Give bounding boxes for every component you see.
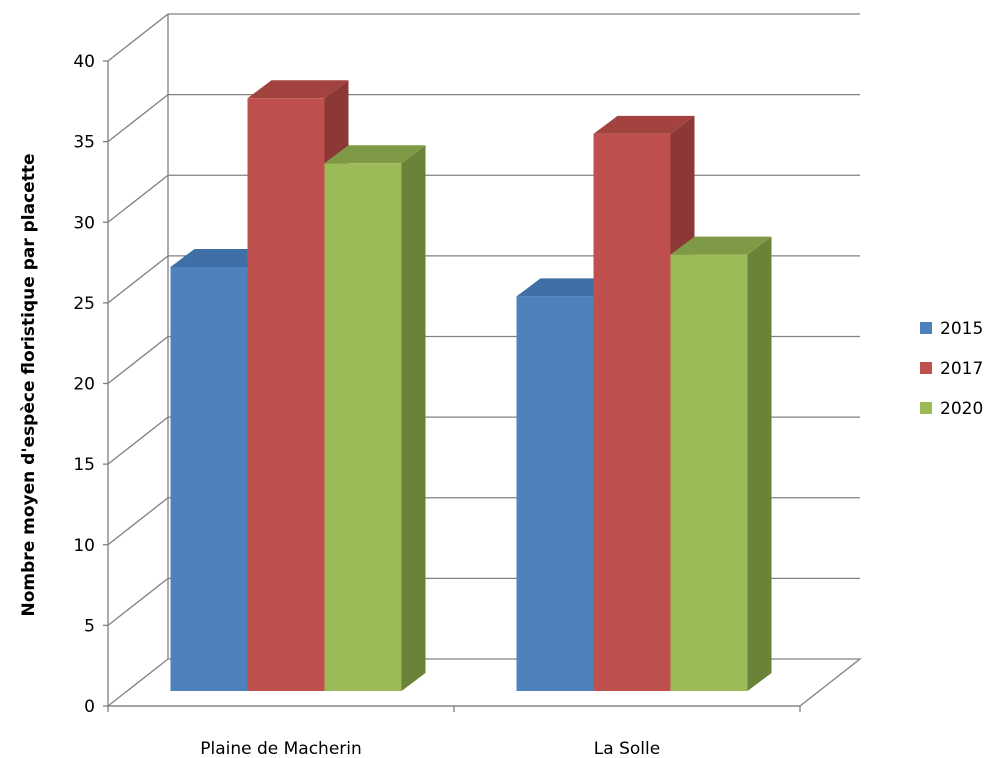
bar-top: [516, 278, 618, 297]
gridline-side: [107, 255, 169, 304]
y-tick-label: 0: [84, 697, 95, 717]
legend-label: 2015: [940, 319, 983, 339]
y-tick-label: 25: [73, 294, 95, 314]
legend: 2015 2017 2020: [920, 319, 983, 419]
y-tick-label: 15: [73, 455, 95, 475]
bar-side: [401, 145, 426, 692]
gridline-side: [107, 13, 169, 62]
bar-top: [670, 236, 772, 255]
gridline-side: [107, 335, 169, 385]
bar: [670, 254, 748, 692]
bar-top: [170, 248, 272, 267]
y-tick-label: 40: [73, 52, 95, 72]
legend-swatch: [920, 322, 932, 334]
x-category-labels: Plaine de Macherin La Solle: [200, 739, 660, 758]
bar-top: [324, 145, 426, 164]
y-axis-label: Nombre moyen d'espèce floristique par pl…: [19, 154, 39, 617]
y-tick-label: 10: [73, 536, 95, 556]
bar: [170, 266, 248, 691]
bar: [324, 163, 402, 692]
gridline-side: [107, 497, 169, 546]
gridline-side: [107, 416, 169, 465]
y-tick-labels: 0 5 10 15 20 25 30 35 40: [73, 52, 95, 717]
legend-label: 2020: [940, 399, 983, 419]
y-tick-label: 35: [73, 133, 95, 153]
gridline-side: [107, 577, 169, 626]
legend-swatch: [920, 362, 932, 374]
x-category-label: Plaine de Macherin: [200, 739, 362, 758]
y-tick-label: 20: [73, 375, 95, 395]
gridline-side: [107, 94, 169, 143]
bar-side: [747, 236, 772, 692]
legend-swatch: [920, 402, 932, 414]
y-tick-label: 30: [73, 213, 95, 233]
gridline-side: [107, 174, 169, 223]
axes: [103, 60, 801, 712]
bars: [170, 80, 772, 692]
legend-label: 2017: [940, 359, 983, 379]
x-category-label: La Solle: [594, 739, 660, 758]
bar: [516, 296, 594, 691]
bar: [247, 98, 325, 692]
bar: [593, 133, 671, 691]
y-tick-label: 5: [84, 616, 95, 636]
bar-top: [593, 115, 695, 134]
bar-top: [247, 80, 349, 99]
